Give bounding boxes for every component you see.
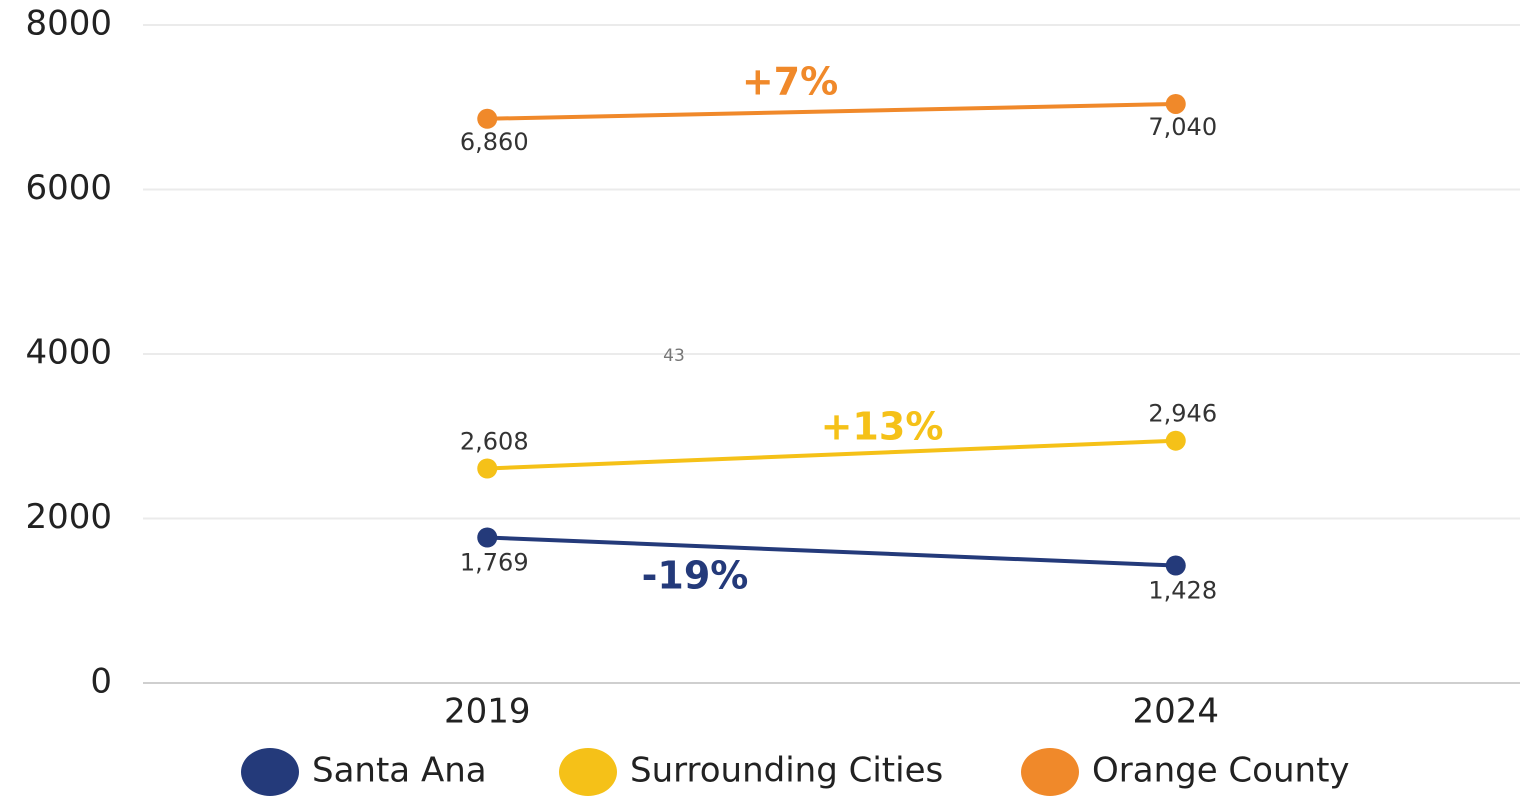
data-point	[477, 108, 498, 129]
y-tick-label: 0	[90, 662, 112, 702]
series-line	[487, 438, 1176, 471]
y-tick-label: 6000	[25, 168, 112, 208]
annotation: +13%	[821, 405, 944, 449]
x-tick-label: 2019	[444, 692, 531, 732]
data-label: 2,608	[460, 427, 529, 455]
data-label: 7,040	[1148, 113, 1217, 141]
data-label: 1,769	[460, 548, 529, 576]
y-tick-label: 8000	[25, 4, 112, 44]
legend-marker	[559, 748, 617, 796]
annotation: +7%	[742, 60, 838, 104]
data-label: 1,428	[1148, 577, 1217, 605]
series-line	[487, 535, 1176, 568]
legend-label: Surrounding Cities	[630, 751, 943, 791]
legend-label: Santa Ana	[312, 751, 487, 791]
y-tick-label: 4000	[25, 333, 112, 373]
data-point	[1165, 93, 1186, 114]
data-point	[1165, 430, 1186, 451]
data-point	[477, 527, 498, 548]
legend-marker	[1021, 748, 1079, 796]
legend-label: Orange County	[1092, 751, 1350, 791]
data-point	[1165, 555, 1186, 576]
data-point	[477, 458, 498, 479]
annotation: -19%	[642, 554, 749, 598]
data-label: 2,946	[1148, 400, 1217, 428]
y-tick-label: 2000	[25, 497, 112, 537]
series-line	[487, 101, 1176, 121]
legend-marker	[241, 748, 299, 796]
data-label: 6,860	[460, 128, 529, 156]
annotation: 43	[663, 346, 685, 366]
x-tick-label: 2024	[1132, 692, 1219, 732]
